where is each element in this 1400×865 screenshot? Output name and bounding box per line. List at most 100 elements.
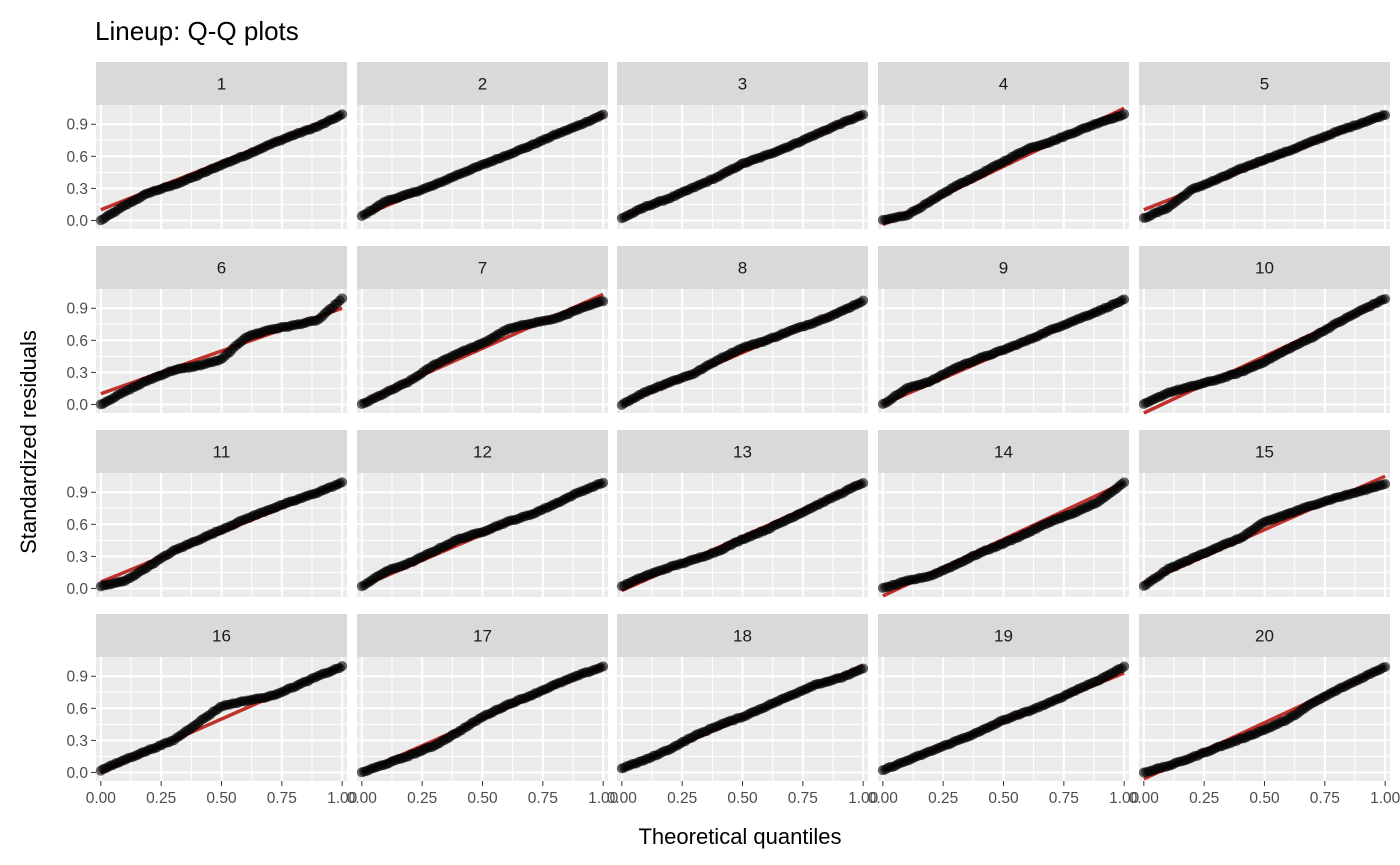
facet-grid: 1 0.0 0.3 0.6 0.9 2 3 4 5 6 0.0 0.3 0.6 0.9 7 8 9 10 11 0.0… (66, 62, 1400, 807)
qq-points (1138, 478, 1391, 592)
facet-panel-11: 11 0.0 0.3 0.6 0.9 (66, 430, 348, 598)
facet-panel-4: 4 (877, 62, 1130, 229)
x-tick-label: 0.50 (727, 790, 758, 807)
x-tick-label: 0.00 (607, 790, 638, 807)
qq-point (337, 109, 348, 120)
qq-points (616, 477, 869, 592)
x-tick-label: 0.50 (1249, 790, 1280, 807)
facet-strip-label: 6 (217, 259, 226, 278)
qq-points (877, 477, 1130, 593)
facet-panel-16: 16 0.0 0.3 0.6 0.9 0.00 0.25 0.50 0.75 1.00 (66, 614, 358, 807)
facet-strip-label: 7 (478, 259, 487, 278)
facet-strip (617, 614, 868, 657)
y-tick-label: 0.3 (66, 181, 88, 198)
qq-point (337, 293, 348, 304)
x-tick-label: 0.25 (146, 790, 176, 807)
facet-strip (617, 430, 868, 473)
qq-point (1380, 478, 1391, 489)
facet-strip-label: 19 (994, 627, 1013, 646)
chart-title: Lineup: Q-Q plots (95, 16, 299, 46)
facet-panel-8: 8 (616, 246, 869, 413)
facet-panel-5: 5 (1138, 62, 1391, 229)
x-tick-label: 0.75 (528, 790, 558, 807)
facet-strip (357, 62, 608, 105)
facet-strip-label: 10 (1255, 259, 1274, 278)
facet-panel-18: 18 0.00 0.25 0.50 0.75 1.00 (607, 614, 879, 807)
facet-strip (878, 62, 1129, 105)
facet-strip-label: 18 (733, 627, 752, 646)
qq-points (616, 109, 869, 224)
facet-strip (878, 430, 1129, 473)
x-tick-label: 1.00 (1109, 790, 1140, 807)
qq-points (95, 109, 348, 226)
facet-strip-label: 3 (738, 75, 747, 94)
y-tick-label: 0.9 (66, 485, 88, 502)
facet-strip (96, 62, 347, 105)
y-tick-label: 0.0 (66, 581, 88, 598)
x-tick-label: 0.25 (1189, 790, 1219, 807)
facet-panel-7: 7 (356, 246, 609, 413)
qq-points (1138, 661, 1391, 778)
facet-strip (617, 246, 868, 289)
facet-strip (357, 246, 608, 289)
x-axis-title: Theoretical quantiles (638, 824, 841, 849)
qq-points (95, 477, 348, 592)
facet-strip-label: 1 (217, 75, 226, 94)
facet-strip (96, 246, 347, 289)
x-tick-label: 1.00 (1370, 790, 1400, 807)
qq-point (598, 661, 609, 672)
facet-panel-19: 19 0.00 0.25 0.50 0.75 1.00 (868, 614, 1140, 807)
facet-strip (1139, 614, 1390, 657)
facet-strip (1139, 62, 1390, 105)
y-axis-title: Standardized residuals (16, 330, 41, 554)
x-tick-label: 0.75 (1049, 790, 1079, 807)
y-tick-label: 0.6 (66, 333, 88, 350)
facet-panel-10: 10 (1138, 246, 1391, 415)
qq-point (1380, 110, 1391, 121)
facet-panel-17: 17 0.00 0.25 0.50 0.75 1.00 (347, 614, 619, 807)
facet-panel-6: 6 0.0 0.3 0.6 0.9 (66, 246, 348, 414)
y-tick-label: 0.9 (66, 669, 88, 686)
x-tick-label: 0.50 (988, 790, 1019, 807)
qq-point (337, 477, 348, 488)
y-tick-label: 0.6 (66, 701, 88, 718)
y-tick-label: 0.9 (66, 301, 88, 318)
facet-strip-label: 4 (999, 75, 1008, 94)
qq-point (1380, 293, 1391, 304)
qq-points (1138, 110, 1391, 223)
qq-point (337, 661, 348, 672)
facet-strip-label: 15 (1255, 443, 1274, 462)
facet-strip-label: 17 (473, 627, 492, 646)
qq-point (598, 477, 609, 488)
qq-point (858, 109, 869, 120)
facet-strip-label: 2 (478, 75, 487, 94)
facet-strip (96, 614, 347, 657)
facet-strip-label: 13 (733, 443, 752, 462)
y-tick-label: 0.3 (66, 365, 88, 382)
x-tick-label: 0.75 (267, 790, 297, 807)
facet-strip-label: 8 (738, 259, 747, 278)
facet-strip (1139, 246, 1390, 289)
x-tick-label: 0.50 (206, 790, 237, 807)
x-tick-label: 0.25 (407, 790, 437, 807)
qq-point (1119, 294, 1130, 305)
x-tick-label: 0.25 (928, 790, 958, 807)
y-tick-label: 0.9 (66, 117, 88, 134)
qq-points (616, 663, 869, 774)
qq-point (1119, 477, 1130, 488)
facet-panel-14: 14 (877, 430, 1130, 598)
facet-panel-2: 2 (356, 62, 609, 229)
facet-panel-13: 13 (616, 430, 869, 597)
facet-strip (878, 246, 1129, 289)
y-tick-label: 0.3 (66, 733, 88, 750)
facet-strip (878, 614, 1129, 657)
facet-panel-1: 1 0.0 0.3 0.6 0.9 (66, 62, 348, 230)
qq-points (356, 477, 609, 592)
y-tick-label: 0.6 (66, 149, 88, 166)
y-tick-label: 0.6 (66, 517, 88, 534)
qq-points (877, 661, 1130, 776)
facet-strip (357, 614, 608, 657)
facet-strip (1139, 430, 1390, 473)
x-tick-label: 0.00 (868, 790, 899, 807)
